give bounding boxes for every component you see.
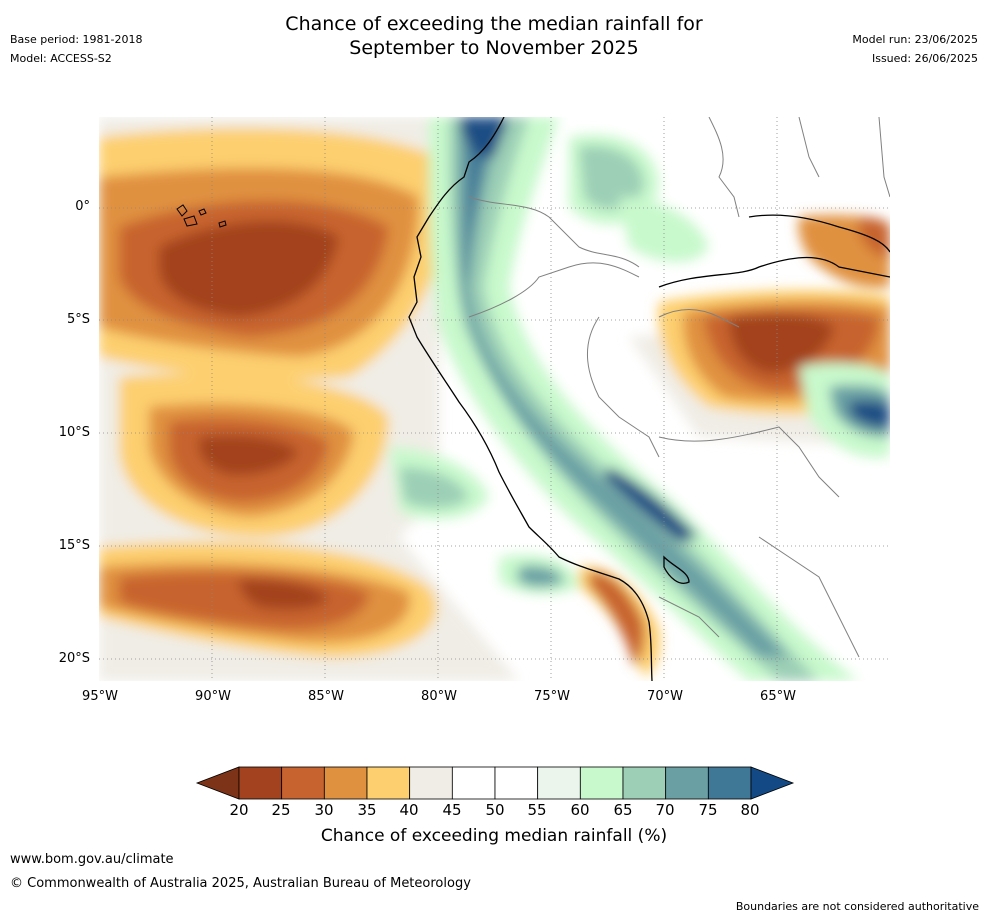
title-line-2: September to November 2025 [349, 37, 639, 59]
base-period-text: Base period: 1981-2018 [10, 33, 143, 46]
rainfall-map [99, 117, 890, 681]
colorbar-tick: 45 [442, 801, 462, 819]
colorbar-swatch [579, 766, 624, 800]
disclaimer-text: Boundaries are not considered authoritat… [735, 900, 979, 913]
colorbar-tick: 70 [655, 801, 675, 819]
colorbar-high-arrow [750, 766, 795, 800]
colorbar-tick: 40 [399, 801, 419, 819]
lon-label-0: 95°W [82, 689, 118, 704]
colorbar-tick: 75 [698, 801, 718, 819]
colorbar-tick: 80 [740, 801, 760, 819]
probability-shading [99, 117, 890, 681]
colorbar-swatch [707, 766, 752, 800]
map-canvas [99, 117, 890, 681]
title-line-1: Chance of exceeding the median rainfall … [285, 13, 703, 35]
colorbar-swatch [366, 766, 411, 800]
colorbar [195, 766, 795, 800]
colorbar-swatch [323, 766, 368, 800]
lat-label-1: 5°S [66, 312, 90, 327]
model-run-text: Model run: 23/06/2025 [852, 33, 978, 46]
model-text: Model: ACCESS-S2 [10, 52, 112, 65]
lat-label-4: 20°S [58, 651, 90, 666]
lat-label-3: 15°S [58, 538, 90, 553]
country-borders [468, 117, 890, 658]
lon-label-1: 90°W [195, 689, 231, 704]
issued-text: Issued: 26/06/2025 [871, 52, 978, 65]
colorbar-swatch [451, 766, 496, 800]
colorbar-swatch [665, 766, 709, 800]
website-link[interactable]: www.bom.gov.au/climate [10, 852, 174, 867]
colorbar-swatches [195, 766, 795, 800]
colorbar-swatch [238, 766, 283, 800]
copyright-text: © Commonwealth of Australia 2025, Austra… [10, 876, 471, 891]
colorbar-swatch [494, 766, 539, 800]
colorbar-low-arrow [195, 766, 240, 800]
colorbar-swatch [537, 766, 581, 800]
lat-label-2: 10°S [58, 425, 90, 440]
map-title: Chance of exceeding the median rainfall … [0, 12, 988, 60]
colorbar-tick: 35 [357, 801, 377, 819]
lon-label-5: 70°W [647, 689, 683, 704]
islands [176, 204, 227, 228]
colorbar-tick: 20 [229, 801, 249, 819]
colorbar-swatch [281, 766, 325, 800]
lon-label-4: 75°W [534, 689, 570, 704]
colorbar-swatch [622, 766, 667, 800]
colorbar-tick: 55 [527, 801, 547, 819]
colorbar-tick: 30 [314, 801, 334, 819]
colorbar-tick: 65 [613, 801, 633, 819]
lon-label-6: 65°W [760, 689, 796, 704]
lon-label-3: 80°W [421, 689, 457, 704]
colorbar-tick: 25 [271, 801, 291, 819]
colorbar-tick: 60 [570, 801, 590, 819]
lon-label-2: 85°W [308, 689, 344, 704]
lat-label-0: 0° [75, 199, 90, 214]
coastline [408, 117, 890, 681]
colorbar-title: Chance of exceeding median rainfall (%) [320, 826, 668, 846]
colorbar-tick: 50 [485, 801, 505, 819]
colorbar-swatch [409, 766, 453, 800]
